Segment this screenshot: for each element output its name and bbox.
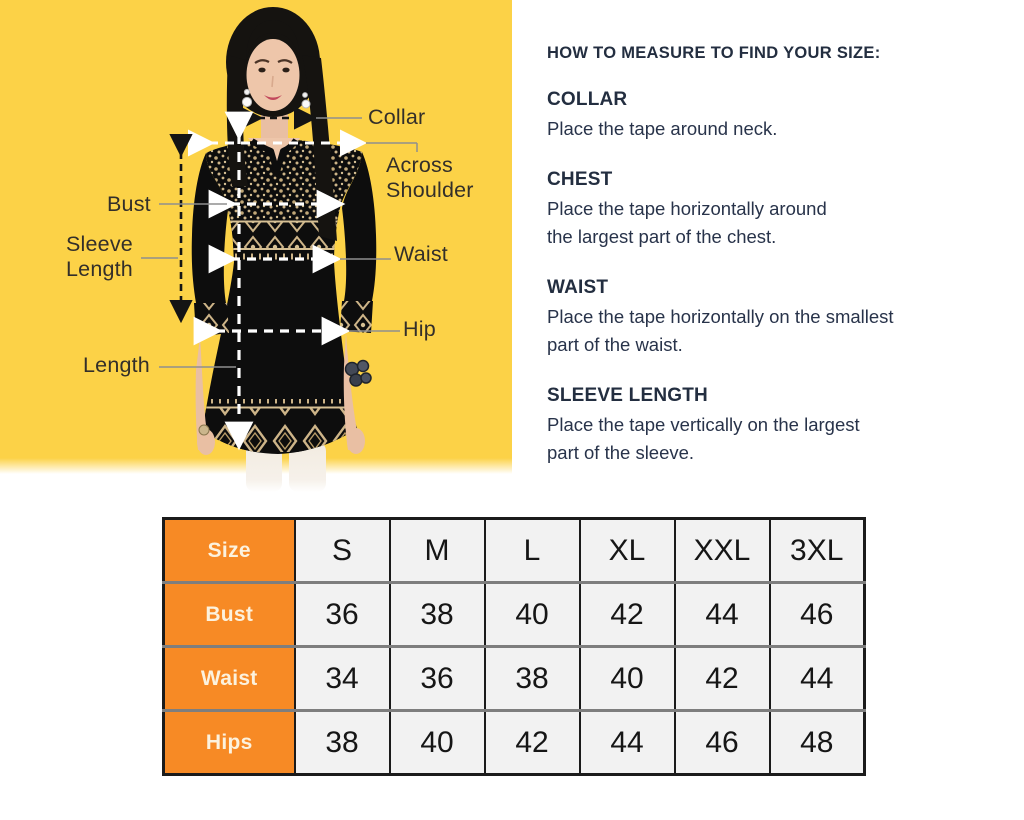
how-to-measure-panel: HOW TO MEASURE TO FIND YOUR SIZE: COLLAR… [547, 44, 997, 493]
size-value-cell: 40 [483, 581, 580, 647]
section-body: Place the tape horizontally around the l… [547, 198, 827, 247]
section-body: Place the tape around neck. [547, 118, 778, 139]
measurement-diagram: Collar Across Shoulder Bust Sleeve Lengt… [0, 0, 512, 500]
instruction-section-collar: COLLAR Place the tape around neck. [547, 89, 997, 143]
size-value-cell: 42 [483, 709, 580, 775]
right-sleeve [340, 152, 377, 454]
label-length: Length [83, 353, 150, 377]
col-header-cell: S [293, 518, 390, 583]
size-value-cell: 38 [388, 581, 485, 647]
col-header-cell: XXL [673, 518, 770, 583]
size-value-cell: 34 [293, 645, 390, 711]
label-bust: Bust [107, 192, 151, 216]
section-body: Place the tape vertically on the largest… [547, 414, 860, 463]
size-value-cell: 36 [293, 581, 390, 647]
bracelet [344, 359, 372, 387]
how-to-title: HOW TO MEASURE TO FIND YOUR SIZE: [547, 44, 881, 62]
size-chart: Size S M L XL XXL 3XL Bust 36 38 40 42 4… [162, 517, 866, 776]
instruction-section-chest: CHEST Place the tape horizontally around… [547, 169, 997, 251]
instruction-section-waist: WAIST Place the tape horizontally on the… [547, 277, 997, 359]
size-value-cell: 46 [673, 709, 770, 775]
section-heading: CHEST [547, 169, 613, 190]
table-row-bust: Bust 36 38 40 42 44 46 [163, 581, 865, 647]
table-row-hips: Hips 38 40 42 44 46 48 [163, 709, 865, 775]
col-header-cell: L [483, 518, 580, 583]
measurement-arrows [169, 106, 367, 451]
section-heading: SLEEVE LENGTH [547, 385, 708, 406]
label-sleeve-length: Sleeve Length [66, 232, 133, 281]
size-value-cell: 44 [673, 581, 770, 647]
size-value-cell: 38 [293, 709, 390, 775]
section-body: Place the tape horizontally on the small… [547, 306, 894, 355]
section-heading: COLLAR [547, 89, 628, 110]
size-value-cell: 38 [483, 645, 580, 711]
label-connectors [141, 117, 418, 368]
col-header-cell: M [388, 518, 485, 583]
row-label-cell: Hips [163, 709, 295, 775]
size-value-cell: 42 [578, 581, 675, 647]
size-value-cell: 44 [578, 709, 675, 775]
table-header-row: Size S M L XL XXL 3XL [163, 518, 865, 583]
label-collar: Collar [368, 105, 426, 129]
label-across-shoulder: Across Shoulder [386, 153, 474, 202]
size-value-cell: 42 [673, 645, 770, 711]
ring [198, 424, 210, 436]
earrings [241, 88, 311, 109]
row-label-cell: Bust [163, 581, 295, 647]
label-waist: Waist [394, 242, 448, 266]
section-heading: WAIST [547, 277, 609, 298]
col-header-cell: 3XL [768, 518, 865, 583]
size-value-cell: 40 [388, 709, 485, 775]
size-value-cell: 46 [768, 581, 865, 647]
instruction-section-sleeve-length: SLEEVE LENGTH Place the tape vertically … [547, 385, 997, 467]
row-label-cell: Waist [163, 645, 295, 711]
size-value-cell: 36 [388, 645, 485, 711]
size-value-cell: 44 [768, 645, 865, 711]
model-legs [246, 442, 326, 492]
size-value-cell: 48 [768, 709, 865, 775]
model-photo [0, 0, 512, 492]
col-header-cell: XL [578, 518, 675, 583]
size-chart-table: Size S M L XL XXL 3XL Bust 36 38 40 42 4… [162, 517, 866, 776]
label-hip: Hip [403, 317, 436, 341]
size-value-cell: 40 [578, 645, 675, 711]
col-header-cell: Size [163, 518, 295, 583]
table-row-waist: Waist 34 36 38 40 42 44 [163, 645, 865, 711]
